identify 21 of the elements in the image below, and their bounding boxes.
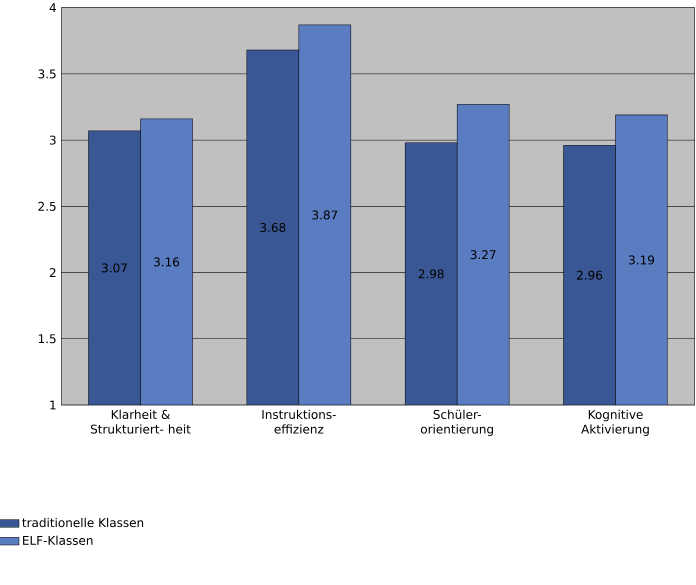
data-label: 3.19: [629, 255, 654, 264]
y-tick-label: 2.5: [38, 202, 56, 211]
y-tick-label: 3.5: [38, 69, 56, 78]
x-tick-label: Instruktions- effizienz: [262, 410, 336, 434]
y-tick-label: 1: [50, 400, 56, 410]
legend-label: traditionelle Klassen: [22, 518, 144, 528]
x-tick-label: Schüler- orientierung: [420, 410, 493, 436]
x-tick-label: Klarheit & Strukturiert- heit: [90, 410, 191, 434]
x-tick-label: Kognitive Aktivierung: [581, 410, 649, 436]
data-label: 2.96: [577, 270, 602, 280]
legend-label: ELF-Klassen: [23, 536, 92, 545]
data-label: 3.07: [102, 263, 127, 272]
data-label: 3.27: [470, 250, 496, 260]
y-tick-label: 1.5: [38, 334, 56, 344]
data-label: 3.87: [312, 210, 338, 220]
data-label: 3.16: [154, 257, 180, 266]
data-label: 3.68: [260, 222, 286, 232]
y-tick-label: 3: [50, 136, 56, 145]
data-label: 2.98: [418, 269, 444, 278]
y-tick-label: 2: [50, 268, 56, 277]
y-tick-label: 4: [50, 3, 56, 12]
